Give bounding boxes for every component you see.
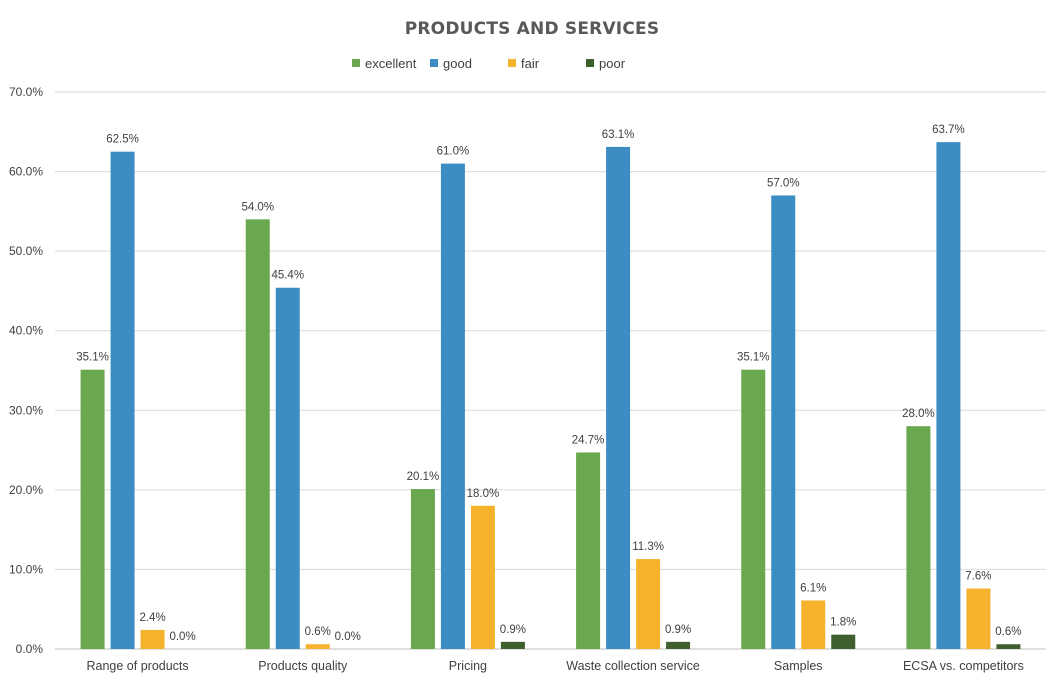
bars — [80, 142, 1021, 650]
data-label-fair-pricing: 18.0% — [467, 488, 500, 500]
x-tick-label-waste-collection-service: Waste collection service — [566, 659, 700, 673]
bar-excellent-waste-collection-service — [576, 452, 601, 649]
data-label-excellent-waste-collection-service: 24.7% — [572, 434, 605, 446]
y-tick-label: 30.0% — [9, 403, 43, 417]
data-label-good-ecsa-vs-competitors: 63.7% — [932, 124, 965, 136]
legend-label: poor — [599, 56, 626, 71]
y-tick-label: 10.0% — [9, 562, 43, 576]
x-axis-labels: Range of products Products quality Pricing… — [87, 659, 1024, 673]
chart-title: PRODUCTS AND SERVICES — [405, 19, 660, 39]
bar-excellent-pricing — [410, 489, 435, 649]
legend-swatch — [352, 59, 360, 67]
bar-good-pricing — [440, 163, 465, 649]
bar-excellent-ecsa-vs-competitors — [906, 426, 931, 649]
data-label-fair-ecsa-vs-competitors: 7.6% — [965, 571, 991, 583]
data-label-poor-waste-collection-service: 0.9% — [665, 624, 691, 636]
data-label-excellent-products-quality: 54.0% — [241, 201, 274, 213]
y-tick-label: 0.0% — [16, 642, 44, 656]
legend-label: excellent — [365, 56, 417, 71]
data-label-fair-products-quality: 0.6% — [305, 626, 331, 638]
y-tick-label: 40.0% — [9, 324, 43, 338]
bar-poor-ecsa-vs-competitors — [996, 644, 1021, 649]
bar-excellent-range-of-products — [80, 369, 105, 649]
bar-poor-pricing — [500, 641, 525, 649]
data-label-poor-pricing: 0.9% — [500, 624, 526, 636]
data-label-poor-range-of-products: 0.0% — [169, 631, 195, 643]
bar-poor-samples — [831, 634, 856, 649]
data-label-good-waste-collection-service: 63.1% — [602, 129, 635, 141]
y-axis-ticks: 0.0% 10.0% 20.0% 30.0% 40.0% 50.0% 60.0% 70.0% — [9, 85, 43, 656]
data-label-good-samples: 57.0% — [767, 177, 800, 189]
x-tick-label-range-of-products: Range of products — [87, 659, 189, 673]
legend: excellent good fair poor — [352, 56, 626, 71]
bar-fair-ecsa-vs-competitors — [966, 588, 991, 649]
bar-good-range-of-products — [110, 151, 135, 649]
legend-label: fair — [521, 56, 540, 71]
y-tick-label: 50.0% — [9, 244, 43, 258]
data-label-excellent-ecsa-vs-competitors: 28.0% — [902, 408, 935, 420]
x-tick-label-pricing: Pricing — [449, 659, 487, 673]
gridlines — [55, 91, 1046, 650]
bar-excellent-samples — [741, 369, 766, 649]
legend-item-poor: poor — [586, 56, 626, 71]
legend-item-fair: fair — [508, 56, 540, 71]
bar-poor-waste-collection-service — [666, 641, 691, 649]
bar-excellent-products-quality — [245, 219, 270, 650]
data-label-good-range-of-products: 62.5% — [106, 134, 139, 146]
y-tick-label: 20.0% — [9, 483, 43, 497]
bar-good-ecsa-vs-competitors — [936, 142, 961, 649]
legend-swatch — [586, 59, 594, 67]
legend-swatch — [430, 59, 438, 67]
y-tick-label: 60.0% — [9, 165, 43, 179]
bar-fair-range-of-products — [140, 629, 165, 649]
bar-good-products-quality — [275, 287, 300, 649]
bar-good-waste-collection-service — [606, 146, 631, 649]
data-label-fair-waste-collection-service: 11.3% — [632, 541, 664, 553]
data-labels: 35.1% 62.5% 2.4% 0.0% 54.0% 45.4% 0.6% 0.0% 20.1… — [76, 124, 1021, 643]
bar-fair-samples — [801, 600, 826, 649]
data-label-fair-samples: 6.1% — [800, 582, 826, 594]
bar-fair-pricing — [470, 505, 495, 649]
data-label-good-pricing: 61.0% — [437, 146, 470, 158]
legend-item-excellent: excellent — [352, 56, 417, 71]
legend-swatch — [508, 59, 516, 67]
data-label-excellent-pricing: 20.1% — [407, 471, 440, 483]
x-tick-label-products-quality: Products quality — [258, 659, 348, 673]
legend-item-good: good — [430, 56, 472, 71]
data-label-poor-samples: 1.8% — [830, 617, 856, 629]
data-label-fair-range-of-products: 2.4% — [139, 612, 165, 624]
x-tick-label-ecsa-vs-competitors: ECSA vs. competitors — [903, 659, 1024, 673]
x-tick-label-samples: Samples — [774, 659, 823, 673]
data-label-good-products-quality: 45.4% — [271, 270, 304, 282]
bar-good-samples — [771, 195, 796, 649]
data-label-poor-products-quality: 0.0% — [335, 631, 361, 643]
data-label-excellent-range-of-products: 35.1% — [76, 352, 109, 364]
bar-fair-waste-collection-service — [636, 559, 661, 649]
y-tick-label: 70.0% — [9, 85, 43, 99]
legend-label: good — [443, 56, 472, 71]
data-label-excellent-samples: 35.1% — [737, 352, 770, 364]
data-label-poor-ecsa-vs-competitors: 0.6% — [995, 626, 1021, 638]
bar-fair-products-quality — [305, 644, 330, 649]
